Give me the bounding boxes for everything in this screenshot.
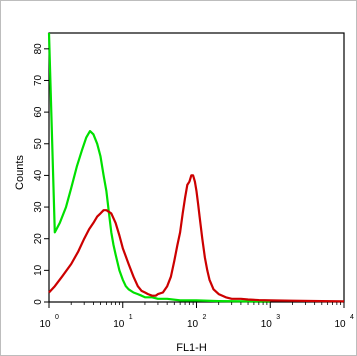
x-tick-exponent-0: 0	[55, 314, 59, 321]
y-tick-label-8: 80	[33, 43, 44, 55]
x-tick-exponent-3: 3	[276, 314, 280, 321]
y-tick-label-7: 70	[33, 74, 44, 86]
y-tick-label-3: 30	[33, 201, 44, 213]
y-axis-label: Counts	[14, 155, 26, 190]
y-tick-label-4: 40	[33, 169, 44, 181]
y-tick-label-6: 60	[33, 106, 44, 118]
y-tick-label-1: 10	[33, 264, 44, 276]
x-tick-label-3: 10	[261, 319, 273, 330]
y-tick-label-2: 20	[33, 233, 44, 245]
x-tick-label-2: 10	[187, 319, 199, 330]
x-tick-label-0: 10	[39, 319, 51, 330]
plot-border	[48, 32, 345, 303]
plot-area: 10010110210310401020304050607080FL1-HCou…	[14, 32, 354, 354]
x-tick-exponent-2: 2	[203, 314, 207, 321]
y-tick-label-5: 50	[33, 138, 44, 150]
x-tick-exponent-1: 1	[129, 314, 133, 321]
x-tick-exponent-4: 4	[350, 314, 354, 321]
x-tick-label-1: 10	[113, 319, 125, 330]
series-line-0	[47, 32, 271, 303]
series-line-1	[48, 174, 345, 303]
x-tick-label-4: 10	[334, 319, 346, 330]
x-axis-label: FL1-H	[176, 342, 207, 354]
y-tick-label-0: 0	[33, 299, 44, 305]
